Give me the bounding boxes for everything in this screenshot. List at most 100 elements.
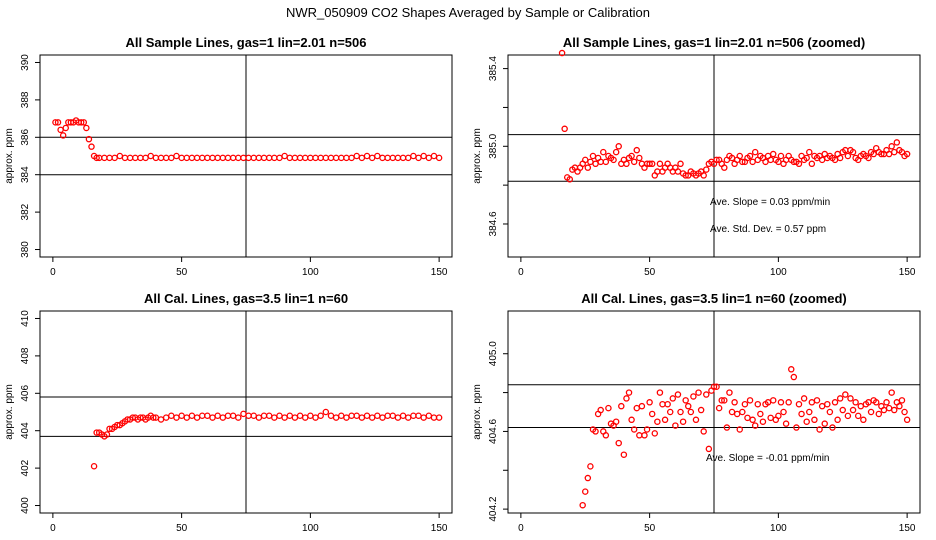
annotation: Ave. Slope = 0.03 ppm/min	[710, 197, 830, 208]
data-point	[592, 428, 599, 435]
data-point	[808, 399, 816, 406]
data-point	[628, 416, 635, 424]
data-point	[425, 412, 433, 419]
data-point	[62, 124, 70, 132]
data-point	[327, 412, 335, 419]
data-point	[584, 474, 592, 482]
data-point	[636, 154, 643, 162]
panel-title: All Cal. Lines, gas=3.5 lin=1 n=60 (zoom…	[581, 291, 847, 306]
data-point	[666, 408, 674, 416]
data-point	[173, 152, 180, 160]
data-point	[589, 152, 597, 160]
x-tick-label: 0	[518, 523, 524, 534]
y-tick-label: 384.6	[488, 211, 499, 236]
data-point	[625, 389, 633, 396]
data-point	[209, 414, 216, 421]
data-point	[788, 366, 795, 373]
data-point	[754, 400, 762, 408]
data-point	[687, 408, 695, 416]
data-point	[343, 414, 350, 421]
data-point	[813, 397, 821, 404]
data-point	[903, 416, 911, 424]
y-axis-label: approx. ppm	[4, 384, 15, 440]
x-tick-label: 0	[518, 267, 524, 278]
data-point	[271, 154, 278, 162]
data-point	[713, 383, 720, 390]
data-point	[806, 408, 813, 416]
data-point	[672, 422, 679, 429]
x-tick-label: 50	[176, 523, 188, 534]
data-point	[769, 397, 777, 404]
data-point	[255, 154, 263, 162]
data-point	[623, 160, 630, 168]
data-point	[204, 154, 211, 162]
data-point	[327, 154, 335, 162]
data-point	[842, 391, 849, 398]
data-point	[751, 148, 759, 156]
data-point	[296, 412, 304, 419]
data-point	[592, 160, 599, 168]
data-point	[379, 154, 386, 162]
data-point	[700, 428, 707, 435]
data-point	[654, 418, 661, 425]
data-point	[674, 391, 682, 398]
data-point	[157, 416, 165, 423]
data-point	[353, 412, 360, 419]
data-point	[692, 416, 700, 424]
data-point	[860, 416, 867, 424]
data-point	[618, 402, 625, 410]
data-point	[338, 154, 345, 162]
data-point	[368, 154, 376, 162]
data-point	[695, 389, 702, 396]
x-tick-label: 50	[644, 523, 656, 534]
data-point	[901, 408, 908, 416]
data-point	[587, 463, 594, 470]
data-point	[746, 152, 754, 160]
figure-title: NWR_050909 CO2 Shapes Averaged by Sample…	[286, 5, 650, 20]
data-point	[188, 412, 196, 419]
data-point	[410, 412, 417, 419]
data-point	[168, 412, 175, 419]
data-point	[420, 152, 427, 160]
data-point	[610, 156, 617, 164]
data-point	[715, 404, 723, 412]
data-point	[891, 148, 898, 156]
data-point	[374, 152, 381, 160]
data-point	[410, 152, 417, 160]
x-tick-label: 150	[899, 267, 916, 278]
data-point	[749, 158, 756, 166]
data-point	[818, 156, 826, 164]
data-point	[767, 414, 774, 422]
data-point	[811, 416, 818, 424]
data-point	[844, 412, 852, 420]
data-point	[59, 132, 67, 139]
data-point	[558, 49, 566, 57]
y-tick-label: 385.4	[488, 56, 499, 81]
data-point	[739, 408, 746, 416]
data-point	[224, 412, 232, 419]
data-point	[803, 154, 810, 162]
data-point	[888, 389, 895, 396]
data-point	[898, 397, 906, 404]
data-point	[883, 399, 890, 406]
data-point	[615, 143, 622, 150]
data-point	[777, 399, 785, 406]
data-point	[816, 426, 823, 433]
data-point	[307, 412, 314, 419]
data-point	[648, 160, 656, 168]
data-point	[620, 451, 628, 458]
data-point	[80, 119, 88, 126]
y-tick-label: 400	[20, 497, 31, 514]
data-point	[818, 402, 826, 410]
data-point	[677, 408, 684, 416]
data-point	[276, 154, 283, 162]
data-point	[399, 154, 407, 162]
data-point	[178, 412, 185, 419]
data-point	[821, 420, 828, 427]
data-point	[597, 158, 604, 166]
data-point	[888, 143, 895, 150]
data-point	[384, 154, 391, 162]
data-point	[260, 154, 268, 162]
data-point	[358, 414, 366, 421]
x-tick-label: 150	[431, 523, 448, 534]
